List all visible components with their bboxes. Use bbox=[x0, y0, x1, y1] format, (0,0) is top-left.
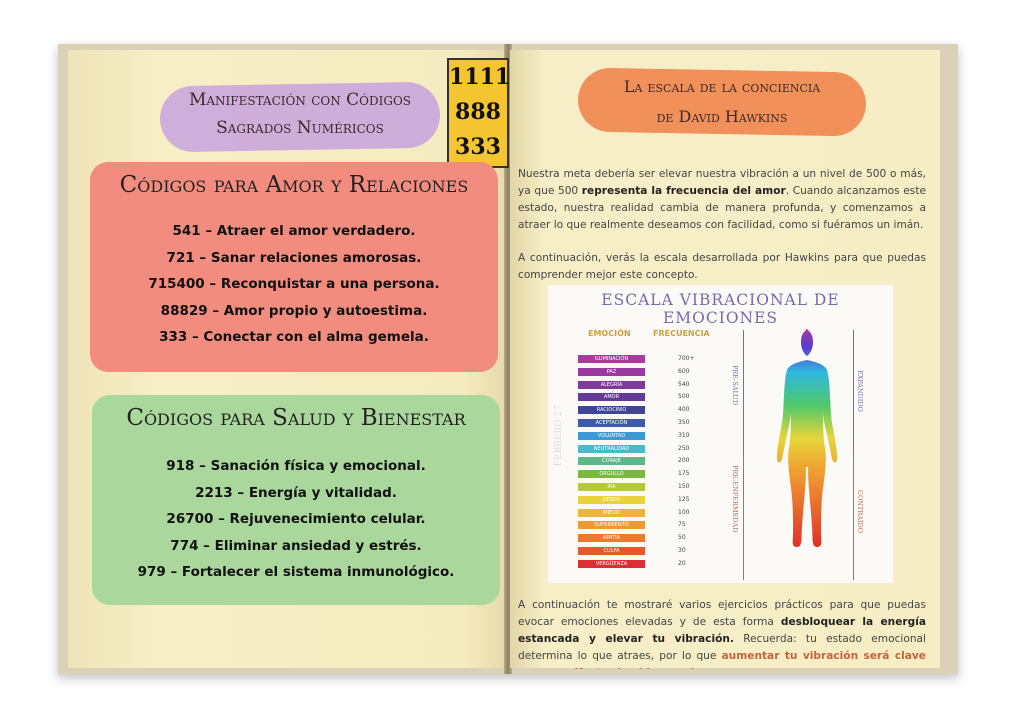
pre-illness-line bbox=[743, 455, 744, 580]
exercises-paragraph: A continuación te mostraré varios ejerci… bbox=[518, 597, 926, 669]
code-item: 541 – Atraer el amor verdadero. bbox=[172, 223, 416, 239]
frequency-value: 310 bbox=[678, 431, 690, 439]
right-title: La escala de la conciencia de David Hawk… bbox=[578, 72, 866, 132]
frequency-value: 400 bbox=[678, 406, 690, 414]
emotion-bar: NEUTRALIDAD bbox=[578, 444, 645, 453]
emotion-column-header: EMOCIÓN bbox=[588, 329, 631, 338]
frequency-value: 75 bbox=[678, 521, 686, 529]
text: Nuestra meta debería ser elevar nuestra … bbox=[518, 168, 926, 197]
frequency-value: 700+ bbox=[678, 355, 695, 362]
scale-paragraph: A continuación, verás la escala desarrol… bbox=[518, 252, 926, 281]
bold-text: representa la frecuencia del amor bbox=[581, 185, 786, 197]
emotion-bar: CORAJE bbox=[578, 457, 645, 466]
left-title-line: Sagrados Numéricos bbox=[216, 118, 384, 138]
code-item: 721 – Sanar relaciones amorosas. bbox=[166, 249, 422, 266]
expanded-line bbox=[853, 330, 854, 455]
emotion-bar: ILUMINACIÓN bbox=[578, 355, 645, 363]
pre-health-line bbox=[743, 330, 744, 455]
emotion-bar: ALEGRÍA bbox=[578, 380, 645, 389]
right-title-line: de David Hawkins bbox=[656, 107, 788, 126]
emotion-bar: RACIOCINIO bbox=[578, 406, 645, 415]
contracted-label: CONTRAÍDO bbox=[856, 490, 864, 534]
code-item: 918 – Sanación física y emocional. bbox=[166, 458, 426, 474]
code-item: 26700 – Rejuvenecimiento celular. bbox=[166, 511, 426, 527]
frequency-value: 125 bbox=[678, 495, 690, 503]
intro-paragraph: Nuestra meta debería ser elevar nuestra … bbox=[518, 166, 926, 234]
pre-health-label: PRE-SALUD bbox=[731, 365, 739, 406]
expanded-label: EXPANDIDO bbox=[856, 370, 864, 412]
code-item: 979 – Fortalecer el sistema inmunológico… bbox=[137, 564, 455, 580]
health-card: Códigos para Salud y Bienestar 918 – San… bbox=[92, 395, 500, 605]
emotion-bar: DESEO bbox=[578, 495, 645, 504]
love-card: Códigos para Amor y Relaciones 541 – Atr… bbox=[90, 162, 498, 372]
pre-illness-label: PRE-ENFERMEDAD bbox=[731, 465, 739, 533]
emotion-bar: ACEPTACIÓN bbox=[578, 419, 645, 427]
emotion-bar: CULPA bbox=[578, 547, 645, 555]
bold-text: desbloquear la energía estancada y eleva… bbox=[518, 616, 926, 645]
frequency-value: 50 bbox=[678, 534, 686, 542]
text: Recuerda: tu estado emocional determina … bbox=[518, 633, 926, 662]
frequency-value: 100 bbox=[678, 508, 690, 516]
emotion-bar: PAZ bbox=[578, 367, 645, 376]
emotion-scale-chart: ESCALA VIBRACIONAL DE EMOCIONES EMOCIÓN … bbox=[548, 285, 893, 583]
love-card-title: Códigos para Amor y Relaciones bbox=[119, 172, 469, 198]
emotion-bar: SUFRIMIENTO bbox=[578, 521, 645, 530]
code-item: 333 – Conectar con el alma gemela. bbox=[159, 329, 429, 345]
left-title: Manifestación con Códigos Sagrados Numér… bbox=[160, 86, 440, 142]
number: 333 bbox=[455, 134, 501, 160]
code-item: 715400 – Reconquistar a una persona. bbox=[148, 276, 440, 292]
frequency-value: 500 bbox=[678, 393, 690, 401]
emotion-bar: AMOR bbox=[578, 393, 645, 402]
book-spine bbox=[504, 44, 512, 674]
contracted-line bbox=[853, 455, 854, 580]
side-mark: FEBRERO 27 bbox=[554, 405, 564, 467]
frequency-value: 175 bbox=[678, 470, 690, 478]
code-item: 2213 – Energía y vitalidad. bbox=[195, 484, 397, 501]
frequency-value: 20 bbox=[678, 559, 686, 567]
body-silhouette bbox=[776, 329, 838, 547]
emotion-bar: VOLUNTAD bbox=[578, 431, 645, 440]
frequency-value: 30 bbox=[678, 547, 686, 554]
number-box: 1111 888 333 bbox=[447, 58, 511, 168]
text: A continuación te mostraré varios ejerci… bbox=[518, 599, 926, 628]
emotion-bar: APATÍA bbox=[578, 534, 645, 543]
emotion-bar: IRA bbox=[578, 483, 645, 491]
code-item: 774 – Eliminar ansiedad y estrés. bbox=[170, 537, 422, 554]
code-item: 88829 – Amor propio y autoestima. bbox=[160, 302, 428, 319]
emotion-bar: ORGULLO bbox=[578, 470, 645, 479]
frequency-value: 250 bbox=[678, 444, 690, 452]
frequency-value: 150 bbox=[678, 483, 690, 490]
frequency-value: 200 bbox=[678, 457, 690, 465]
chart-title: ESCALA VIBRACIONAL DE EMOCIONES bbox=[601, 291, 840, 327]
emotion-bar: VERGÜENZA bbox=[578, 559, 645, 568]
text: . Cuando alcanzamos este estado, nuestra… bbox=[518, 185, 926, 231]
number: 1111 bbox=[449, 64, 511, 90]
accent-text: aumentar tu vibración será clave para ma… bbox=[518, 650, 926, 669]
right-title-line: La escala de la conciencia bbox=[623, 77, 821, 96]
frequency-value: 350 bbox=[678, 419, 690, 426]
health-card-title: Códigos para Salud y Bienestar bbox=[126, 405, 466, 431]
number: 888 bbox=[455, 99, 501, 125]
frequency-value: 540 bbox=[678, 380, 690, 388]
emotion-bar: MIEDO bbox=[578, 508, 645, 517]
frequency-value: 600 bbox=[678, 367, 690, 375]
frequency-column-header: FRECUENCIA bbox=[653, 329, 710, 338]
left-title-line: Manifestación con Códigos bbox=[188, 90, 412, 110]
